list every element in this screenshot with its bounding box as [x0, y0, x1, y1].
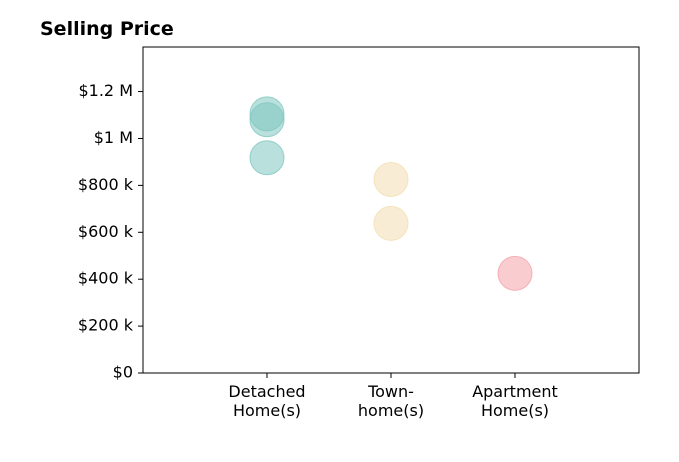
data-point [249, 102, 285, 138]
x-tick-label-line: home(s) [358, 401, 424, 420]
x-tick-label-line: Apartment [472, 382, 558, 401]
x-tick-label: Apartment Home(s) [472, 382, 558, 420]
x-tick-label-line: Town- [367, 382, 414, 401]
y-tick-label: $800 k [78, 175, 134, 194]
data-point [373, 162, 409, 198]
data-point [373, 205, 409, 241]
y-tick-label: $400 k [78, 269, 134, 288]
y-tick-label: $600 k [78, 222, 134, 241]
x-tick-label: Detached Home(s) [228, 382, 305, 420]
x-tick-label-line: Detached [228, 382, 305, 401]
data-points [249, 96, 533, 291]
data-point [497, 255, 533, 291]
x-tick-label-line: Home(s) [233, 401, 301, 420]
y-tick-label: $1 M [94, 128, 133, 147]
y-tick-label: $200 k [78, 316, 134, 335]
x-tick-label: Town-home(s) [358, 382, 424, 420]
y-tick-label: $0 [113, 363, 133, 382]
y-tick-label: $1.2 M [78, 81, 133, 100]
x-axis: Detached Home(s)Town-home(s)Apartment Home… [228, 373, 558, 420]
y-axis: $0 $200 k $400 k $600 k $800 k $1 M $1.2 M [78, 81, 143, 382]
data-point [249, 140, 285, 176]
x-tick-label-line: Home(s) [481, 401, 549, 420]
chart-title: Selling Price [40, 18, 174, 40]
